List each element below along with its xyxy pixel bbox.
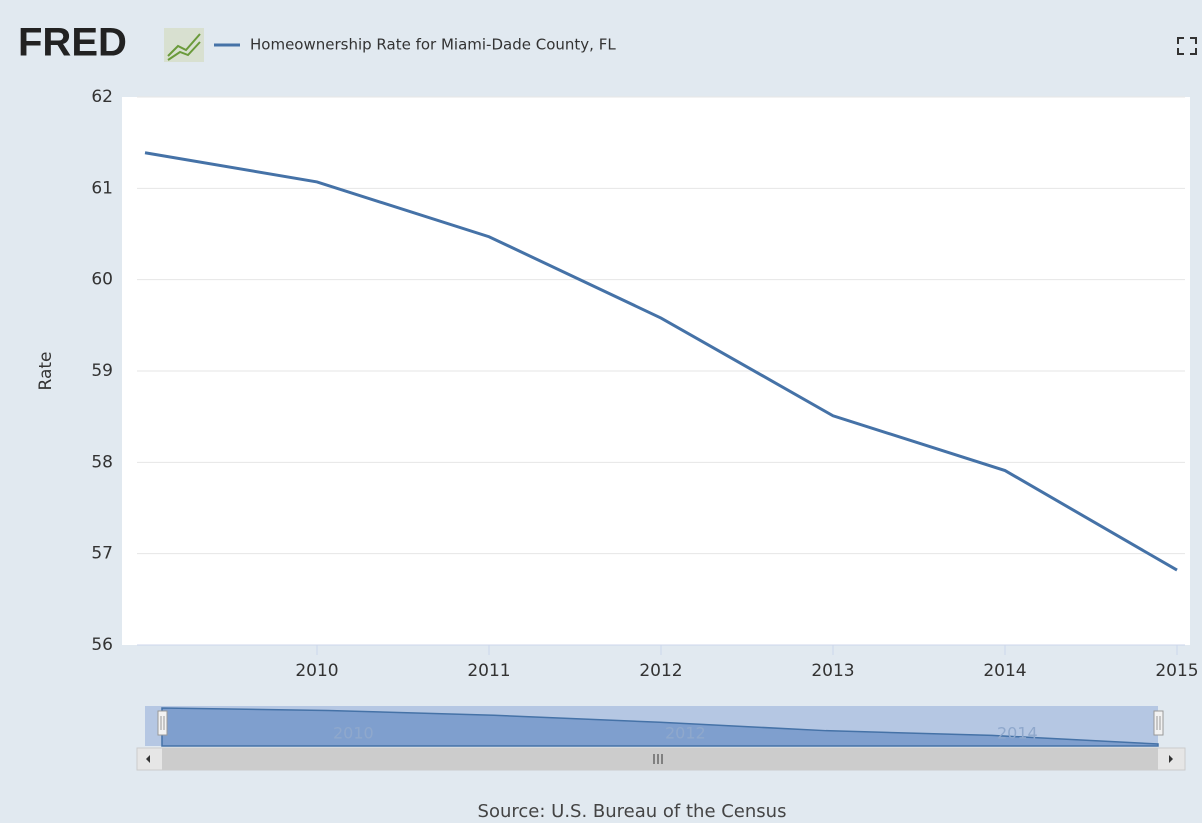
x-tick-label: 2015 bbox=[1155, 661, 1198, 681]
y-tick-label: 60 bbox=[91, 270, 113, 290]
y-axis-label: Rate bbox=[36, 352, 56, 391]
x-tick-label: 2014 bbox=[983, 661, 1026, 681]
y-tick-label: 61 bbox=[91, 178, 113, 198]
x-tick-label: 2011 bbox=[467, 661, 510, 681]
line-series bbox=[144, 151, 1178, 572]
x-tick-label: 2010 bbox=[295, 661, 338, 681]
fullscreen-icon[interactable] bbox=[1177, 37, 1197, 55]
x-tick-label: 2012 bbox=[639, 661, 682, 681]
legend-label[interactable]: Homeownership Rate for Miami-Dade County… bbox=[250, 36, 616, 54]
handle-grip bbox=[160, 716, 165, 730]
navigator-tick-label: 2010 bbox=[333, 724, 374, 743]
logo-icon bbox=[164, 28, 204, 62]
navigator-tick-label: 2012 bbox=[665, 724, 706, 743]
navigator-handle[interactable] bbox=[157, 710, 168, 736]
scrollbar-grip bbox=[653, 754, 663, 764]
navigator-handle[interactable] bbox=[1153, 710, 1164, 736]
navigator-area bbox=[161, 707, 1159, 747]
y-tick-label: 57 bbox=[91, 544, 113, 564]
source: Source: U.S. Bureau of the Census bbox=[478, 801, 787, 822]
handle-grip bbox=[1156, 716, 1161, 730]
y-tick-label: 59 bbox=[91, 361, 113, 381]
logo: FRED bbox=[18, 21, 127, 65]
scrollbar-thumb[interactable] bbox=[162, 748, 1158, 770]
y-tick-label: 56 bbox=[91, 635, 113, 655]
y-tick-label: 58 bbox=[91, 452, 113, 472]
y-tick-label: 62 bbox=[91, 87, 113, 107]
navigator-tick-label: 2014 bbox=[997, 724, 1038, 743]
x-tick-label: 2013 bbox=[811, 661, 854, 681]
